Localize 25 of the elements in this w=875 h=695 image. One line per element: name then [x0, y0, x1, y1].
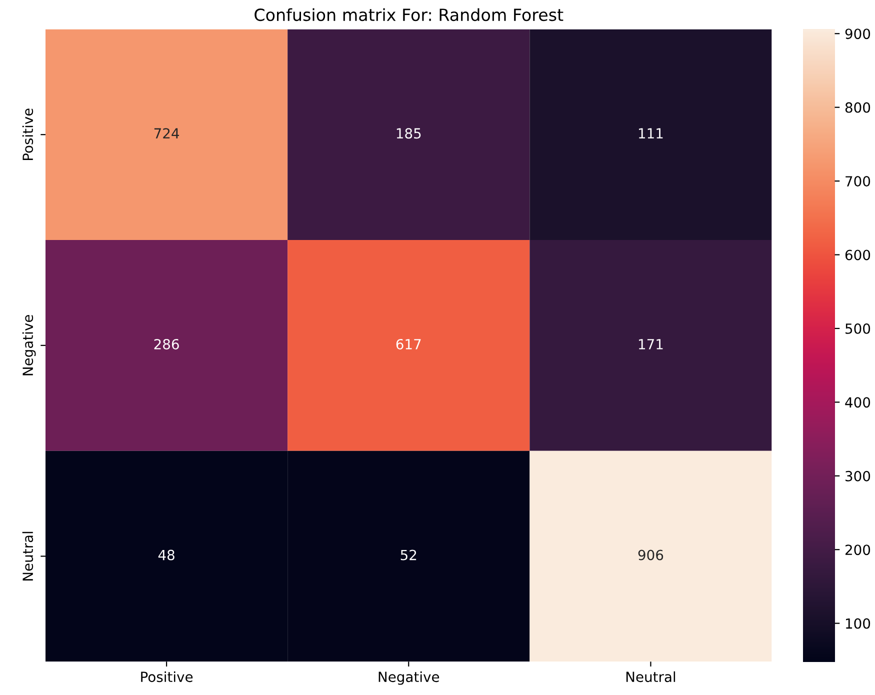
x-tick-label: Negative: [378, 671, 440, 685]
color-bar-label: 700: [846, 176, 870, 187]
x-tick-label: Positive: [141, 671, 193, 682]
y-tick-label: Positive: [22, 108, 34, 160]
color-bar-label: 500: [846, 323, 870, 334]
color-bar-label: 100: [846, 618, 870, 629]
data-label: 724: [154, 128, 180, 138]
data-label: 48: [158, 550, 174, 560]
color-bar-label: 800: [845, 102, 870, 113]
data-label: 617: [396, 338, 421, 350]
data-label: 171: [638, 339, 663, 350]
data-label: 185: [396, 128, 421, 139]
color-bar-label: 300: [846, 470, 870, 482]
data-label: 111: [638, 128, 663, 138]
color-bar-label: 900: [845, 28, 870, 40]
color-bar-label: 200: [845, 544, 870, 556]
data-label: 906: [638, 550, 664, 560]
y-tick-label: Negative: [22, 314, 36, 376]
y-tick-label: Neutral: [22, 532, 34, 580]
color-bar-label: 400: [845, 397, 870, 408]
color-bar-label: 600: [845, 250, 870, 260]
data-label: 52: [400, 550, 416, 560]
x-tick-label: Neutral: [626, 671, 676, 682]
chart-title: Confusion matrix For: Random Forest: [254, 8, 564, 22]
data-label: 286: [154, 338, 179, 350]
